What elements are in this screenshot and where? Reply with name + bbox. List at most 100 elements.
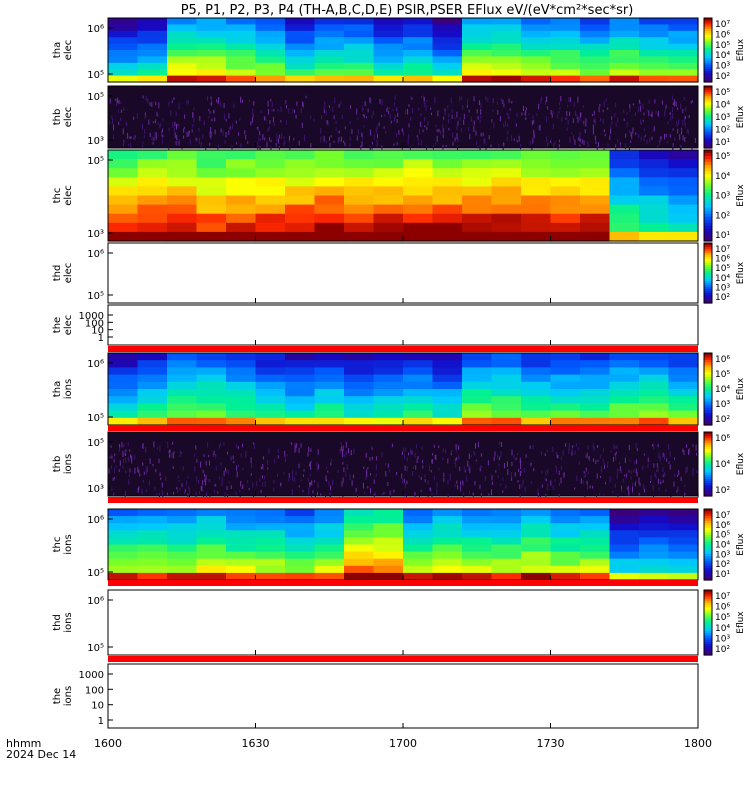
heatmap-cell [580,62,611,70]
noise-mark [592,443,594,449]
heatmap-cell [491,177,522,187]
noise-mark [160,123,162,127]
noise-mark [447,458,449,464]
heatmap-cell [314,222,345,233]
y-tick-label: 10⁵ [87,92,104,103]
heatmap-cell [580,69,611,77]
noise-mark [511,449,513,456]
heatmap-cell [137,374,168,383]
noise-mark [110,445,112,448]
heatmap-cell [403,195,434,206]
noise-mark [364,101,366,107]
heatmap-cell [137,544,168,553]
noise-mark [407,108,409,115]
noise-mark [122,465,124,469]
noise-mark [635,132,637,135]
heatmap-cell [462,24,493,32]
heatmap-cell [373,516,404,524]
colorbar-frame [703,149,713,242]
heatmap-cell [403,168,434,178]
heatmap-cell [196,558,227,567]
noise-mark [181,483,183,488]
heatmap-cell [373,50,404,57]
noise-mark [501,100,503,104]
heatmap-cell [432,551,463,560]
noise-mark [654,99,656,104]
noise-mark [145,95,147,101]
noise-mark [293,137,295,141]
noise-mark [449,477,451,481]
colorbar-segment [704,75,712,79]
heatmap-cell [639,150,670,160]
heatmap-cell [550,150,581,160]
noise-mark [127,132,129,139]
heatmap-cell [344,62,375,70]
noise-mark [569,111,571,116]
heatmap-cell [462,353,493,361]
colorbar-segment [704,464,712,467]
noise-mark [308,446,310,452]
noise-mark [258,136,260,142]
heatmap-cell [108,530,139,538]
noise-mark [567,105,569,108]
noise-mark [235,120,237,124]
noise-mark [172,122,174,128]
noise-mark [369,129,371,136]
noise-mark [645,134,647,137]
heatmap-cell [580,204,611,215]
noise-mark [208,454,210,458]
heatmap-cell [580,213,611,224]
noise-mark [500,98,502,101]
heatmap-cell [314,24,345,32]
noise-mark [547,142,549,147]
heatmap-cell [580,565,611,574]
noise-mark [328,105,330,109]
noise-mark [626,122,628,128]
heatmap-cell [462,551,493,560]
noise-mark [585,122,587,127]
noise-mark [292,108,294,114]
noise-mark [408,134,410,140]
noise-mark [219,445,220,449]
colorbar-segment [704,598,712,602]
heatmap-cell [167,159,198,169]
colorbar-segment [704,162,712,166]
noise-mark [204,478,206,483]
colorbar-segment [704,379,712,383]
noise-mark [442,133,444,139]
noise-mark [499,116,501,122]
heatmap-cell [609,565,640,574]
heatmap-cell [226,417,257,426]
noise-mark [696,470,698,474]
noise-mark [240,96,242,103]
noise-mark [314,480,316,483]
colorbar-segment [704,381,712,385]
colorbar-segment [704,100,712,104]
noise-mark [176,140,178,146]
noise-mark [366,471,368,477]
heatmap-cell [196,222,227,233]
colorbar-tick-label: 10⁷ [715,511,730,521]
heatmap-cell [373,62,404,70]
heatmap-cell [108,565,139,574]
noise-mark [483,138,485,144]
noise-mark [303,469,305,472]
date-label: 2024 Dec 14 [6,748,76,761]
heatmap-cell [609,544,640,553]
noise-mark [381,99,383,106]
noise-mark [346,464,348,470]
noise-mark [621,489,623,493]
heatmap-cell [580,168,611,178]
heatmap-cell [580,353,611,361]
noise-mark [134,454,136,460]
noise-mark [174,121,176,127]
noise-mark [189,495,190,499]
noise-mark [392,109,394,112]
heatmap-cell [521,37,552,45]
noise-mark [662,452,664,458]
heatmap-cell [550,159,581,169]
noise-mark [643,112,645,116]
noise-mark [459,466,461,472]
noise-mark [161,482,163,488]
noise-mark [565,443,567,447]
